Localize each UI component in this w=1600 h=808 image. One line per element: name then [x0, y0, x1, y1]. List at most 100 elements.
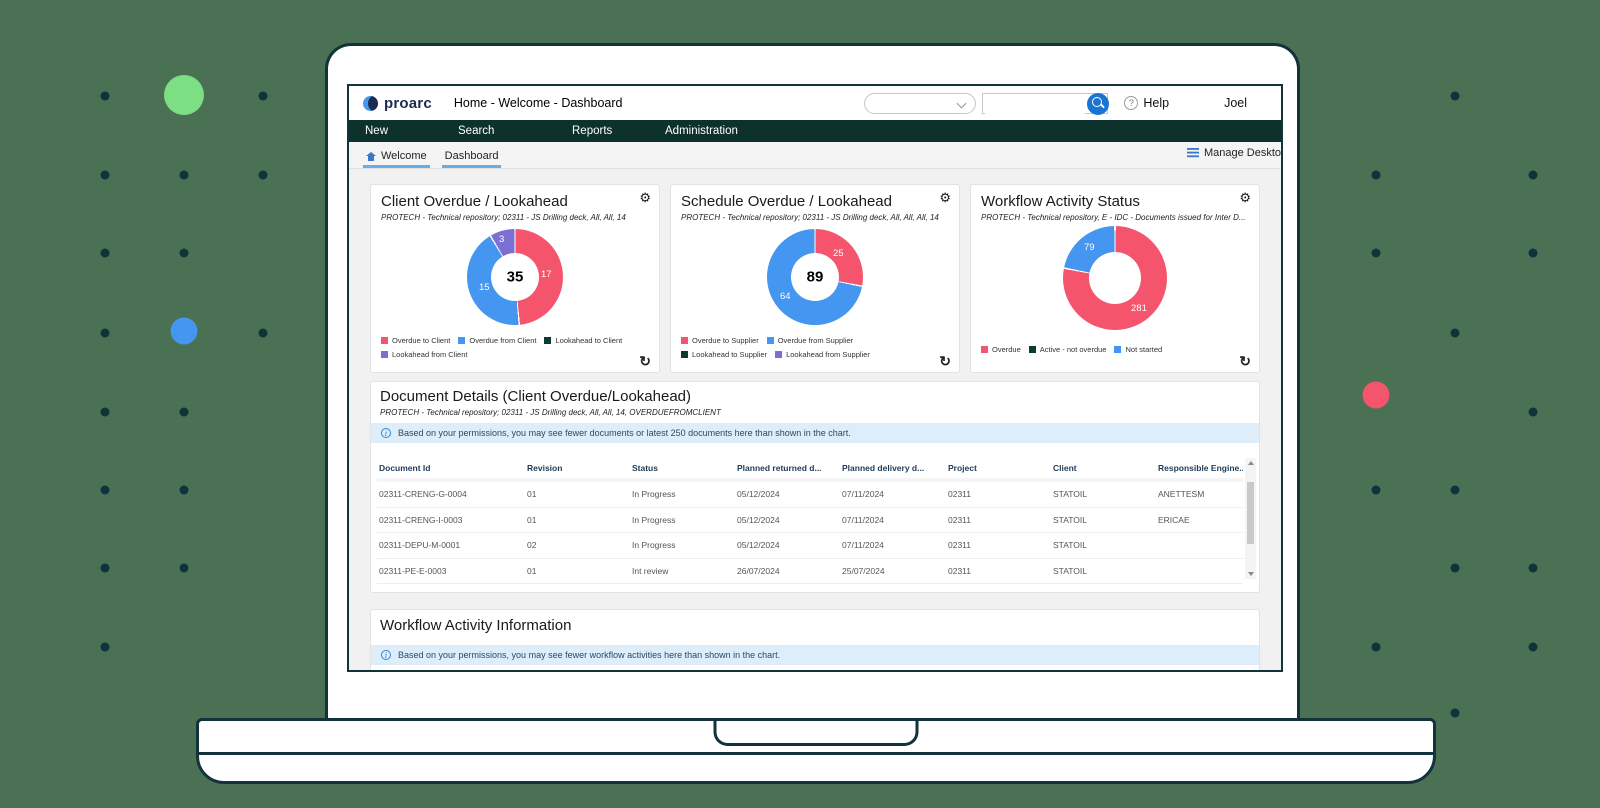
- tab-dashboard-label: Dashboard: [444, 150, 499, 162]
- settings-gear-icon[interactable]: ⚙: [1239, 190, 1251, 205]
- table-row[interactable]: 02311-CRENG-G-0004 01 In Progress 05/12/…: [377, 482, 1243, 508]
- nav-item-search[interactable]: Search: [458, 125, 495, 137]
- legend-item[interactable]: Overdue from Client: [458, 336, 536, 345]
- table-cell: In Progress: [632, 489, 676, 500]
- donut-chart-client[interactable]: 17 15 3 35: [467, 229, 563, 325]
- chevron-down-icon: [956, 98, 967, 108]
- decor-dot: [100, 485, 110, 495]
- scroll-up-icon[interactable]: [1247, 461, 1254, 465]
- card-subtitle: PROTECH - Technical repository; 02311 - …: [381, 213, 626, 222]
- legend-item[interactable]: Lookahead from Supplier: [775, 350, 870, 359]
- tab-dashboard[interactable]: Dashboard: [441, 146, 502, 168]
- table-cell: 02311: [948, 565, 972, 576]
- legend-label: Overdue to Client: [392, 336, 451, 345]
- quick-search-select[interactable]: [864, 92, 977, 114]
- decor-dot: [258, 170, 268, 180]
- donut-segment-label: 15: [479, 282, 490, 293]
- legend-item[interactable]: Overdue to Supplier: [681, 336, 759, 345]
- manage-desktop-button[interactable]: Manage Desktop: [1187, 147, 1281, 159]
- legend-label: Lookahead from Client: [392, 350, 468, 359]
- search-input[interactable]: [985, 94, 1086, 114]
- card-title: Client Overdue / Lookahead: [381, 193, 568, 210]
- search-icon: [1091, 97, 1102, 107]
- legend-item[interactable]: Active - not overdue: [1028, 345, 1106, 354]
- table-cell: 07/11/2024: [842, 489, 884, 500]
- table-cell: ANETTESM: [1158, 489, 1205, 500]
- table-cell: 07/11/2024: [842, 540, 884, 551]
- table-header-cell[interactable]: Status: [632, 463, 658, 473]
- card-subtitle: PROTECH - Technical repository; 02311 - …: [681, 213, 939, 222]
- decor-dot: [1450, 91, 1460, 101]
- scroll-down-icon[interactable]: [1247, 572, 1254, 576]
- legend-label: Overdue from Client: [469, 336, 537, 345]
- table-header-cell[interactable]: Responsible Engine...: [1158, 463, 1243, 473]
- document-details-title: Document Details (Client Overdue/Lookahe…: [380, 388, 691, 405]
- donut-segment-label: 17: [541, 269, 552, 280]
- donut-segment-label: 281: [1131, 303, 1147, 314]
- table-header-cell[interactable]: Client: [1053, 463, 1077, 473]
- chart-legend: Overdue to Supplier Overdue from Supplie…: [681, 336, 943, 359]
- table-header-cell[interactable]: Document Id: [379, 463, 431, 473]
- table-header-cell[interactable]: Revision: [527, 463, 563, 473]
- refresh-icon[interactable]: ↻: [1239, 353, 1251, 369]
- table-header-cell[interactable]: Project: [948, 463, 977, 473]
- refresh-icon[interactable]: ↻: [639, 353, 651, 369]
- search-button[interactable]: [1087, 92, 1110, 115]
- donut-center-value: 89: [806, 268, 824, 286]
- chart-legend: Overdue to Client Overdue from Client Lo…: [381, 336, 643, 359]
- legend-item[interactable]: Lookahead from Client: [381, 350, 467, 359]
- scroll-thumb[interactable]: [1247, 482, 1254, 544]
- table-header-cell[interactable]: Planned delivery d...: [842, 463, 925, 473]
- legend-item[interactable]: Lookahead to Supplier: [681, 350, 767, 359]
- donut-chart-workflow[interactable]: 281 79: [1063, 226, 1167, 330]
- legend-item[interactable]: Lookahead to Client: [544, 336, 622, 345]
- donut-segment-label: 25: [833, 248, 844, 259]
- info-text: Based on your permissions, you may see f…: [398, 650, 781, 660]
- decor-dot: [1371, 642, 1381, 652]
- brand-name: proarc: [384, 94, 432, 112]
- settings-gear-icon[interactable]: ⚙: [639, 190, 651, 205]
- table-row[interactable]: 02311-CRENG-I-0003 01 In Progress 05/12/…: [377, 507, 1243, 533]
- legend-item[interactable]: Overdue from Supplier: [766, 336, 853, 345]
- table-row[interactable]: 02311-PE-E-0003 01 Int review 26/07/2024…: [377, 558, 1243, 584]
- info-text: Based on your permissions, you may see f…: [398, 428, 851, 438]
- table-header-cell[interactable]: Planned returned d...: [737, 463, 822, 473]
- card-title: Schedule Overdue / Lookahead: [681, 193, 892, 210]
- decor-circle-green: [164, 75, 204, 115]
- legend-label: Overdue: [992, 345, 1021, 354]
- help-button[interactable]: ? Help: [1124, 96, 1169, 110]
- settings-gear-icon[interactable]: ⚙: [939, 190, 951, 205]
- legend-item[interactable]: Overdue: [981, 345, 1021, 354]
- legend-swatch: [681, 351, 688, 358]
- doc-table: Document Id Revision Status Planned retu…: [371, 458, 1259, 584]
- decor-dot: [179, 170, 189, 180]
- info-icon: i: [381, 650, 391, 660]
- table-cell: STATOIL: [1053, 565, 1088, 576]
- decor-dot: [1450, 563, 1460, 573]
- legend-swatch: [381, 351, 388, 358]
- legend-item[interactable]: Overdue to Client: [381, 336, 450, 345]
- table-row[interactable]: 02311-DEPU-M-0001 02 In Progress 05/12/2…: [377, 533, 1243, 559]
- table-cell: Int review: [632, 565, 669, 576]
- nav-item-administration[interactable]: Administration: [665, 125, 738, 137]
- legend-item[interactable]: Not started: [1114, 345, 1162, 354]
- donut-segment-label: 3: [499, 234, 505, 245]
- page-title: Home - Welcome - Dashboard: [453, 96, 623, 110]
- tab-welcome[interactable]: Welcome: [363, 146, 430, 168]
- dashboard-content: Client Overdue / Lookahead PROTECH - Tec…: [349, 169, 1281, 670]
- table-cell: 26/07/2024: [737, 565, 780, 576]
- info-banner: i Based on your permissions, you may see…: [371, 645, 1259, 665]
- table-scrollbar[interactable]: [1245, 458, 1256, 579]
- donut-chart-schedule[interactable]: 25 64 89: [767, 229, 863, 325]
- table-cell: In Progress: [632, 540, 676, 551]
- search-box[interactable]: [982, 92, 1110, 115]
- decor-dot: [1528, 407, 1538, 417]
- refresh-icon[interactable]: ↻: [939, 353, 951, 369]
- user-menu[interactable]: Joel: [1224, 96, 1247, 110]
- nav-item-reports[interactable]: Reports: [572, 125, 613, 137]
- table-cell: STATOIL: [1053, 489, 1088, 500]
- decor-dot: [179, 563, 189, 573]
- laptop-base: [196, 718, 1436, 784]
- nav-item-new[interactable]: New: [365, 125, 389, 137]
